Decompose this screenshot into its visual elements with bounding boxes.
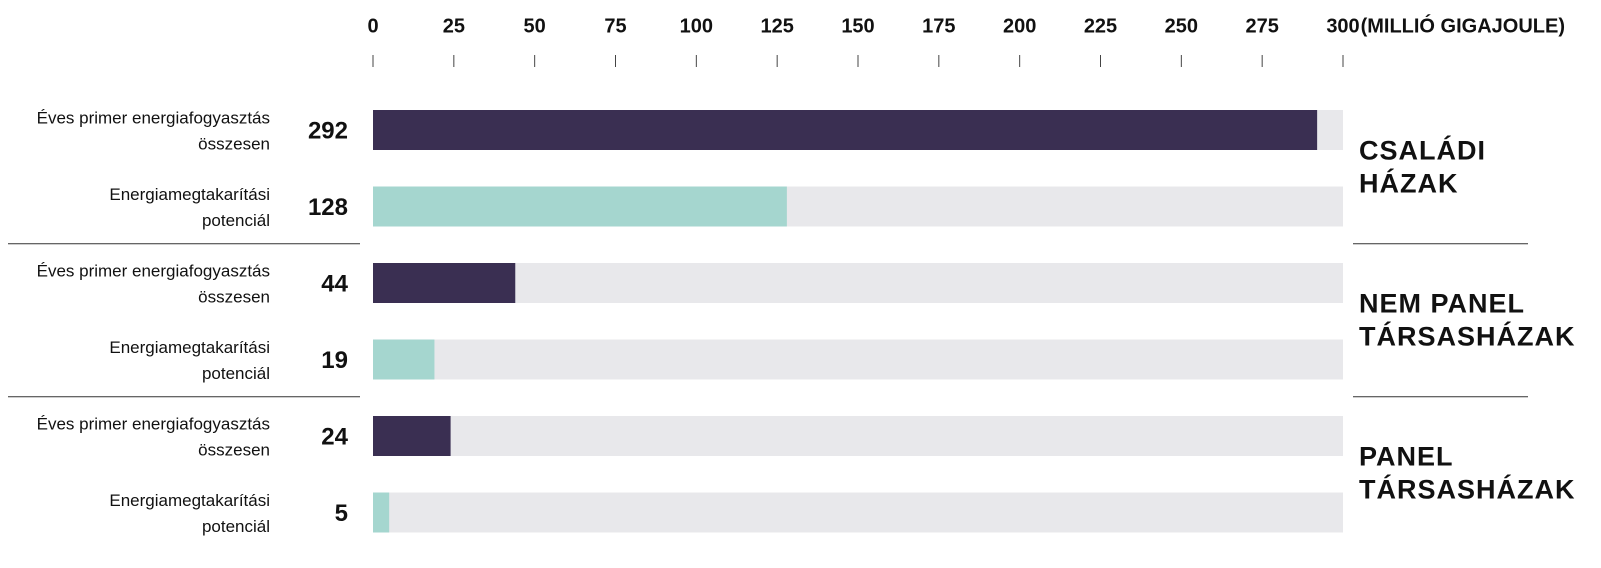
value-label: 19 [321, 347, 348, 374]
category-label: összesen [198, 134, 270, 153]
bar [373, 416, 451, 456]
bar [373, 263, 516, 303]
x-tick-label: 50 [524, 15, 546, 37]
x-tick-label: 100 [680, 15, 713, 37]
x-tick-label: 125 [760, 15, 793, 37]
category-label: Energiamegtakarítási [109, 491, 270, 510]
group-label: PANEL [1359, 441, 1454, 471]
x-tick-label: 300 [1326, 15, 1359, 37]
category-label: Energiamegtakarítási [109, 338, 270, 357]
group-label: CSALÁDI [1359, 134, 1486, 165]
x-tick-label: 250 [1165, 15, 1198, 37]
category-label: potenciál [202, 364, 270, 383]
group-label: HÁZAK [1359, 167, 1459, 198]
value-label: 292 [308, 117, 348, 144]
x-tick-label: 200 [1003, 15, 1036, 37]
group-label: TÁRSASHÁZAK [1359, 320, 1576, 351]
bar [373, 186, 787, 227]
value-label: 5 [335, 500, 348, 527]
value-label: 24 [321, 423, 348, 450]
bar [373, 110, 1318, 150]
category-label: Éves primer energiafogyasztás [37, 261, 270, 280]
bar-track [373, 492, 1343, 533]
category-label: potenciál [202, 517, 270, 536]
category-label: Energiamegtakarítási [109, 185, 270, 204]
bar [373, 339, 435, 380]
x-tick-label: 150 [841, 15, 874, 37]
x-tick-label: 0 [367, 15, 378, 37]
x-tick-label: 225 [1084, 15, 1117, 37]
category-label: összesen [198, 287, 270, 306]
x-tick-label: 25 [443, 15, 465, 37]
category-label: összesen [198, 440, 270, 459]
bar-track [373, 416, 1343, 456]
value-label: 44 [321, 270, 348, 297]
group-label: TÁRSASHÁZAK [1359, 473, 1576, 504]
bar [373, 492, 390, 533]
x-tick-label: 275 [1245, 15, 1278, 37]
group-label: NEM PANEL [1359, 288, 1525, 318]
x-tick-label: 175 [922, 15, 955, 37]
x-axis-label: (MILLIÓ GIGAJOULE) [1361, 13, 1565, 37]
category-label: potenciál [202, 211, 270, 230]
bar-track [373, 339, 1343, 380]
value-label: 128 [308, 194, 348, 221]
bar-track [373, 263, 1343, 303]
category-label: Éves primer energiafogyasztás [37, 414, 270, 433]
x-tick-label: 75 [604, 15, 626, 37]
category-label: Éves primer energiafogyasztás [37, 108, 270, 127]
